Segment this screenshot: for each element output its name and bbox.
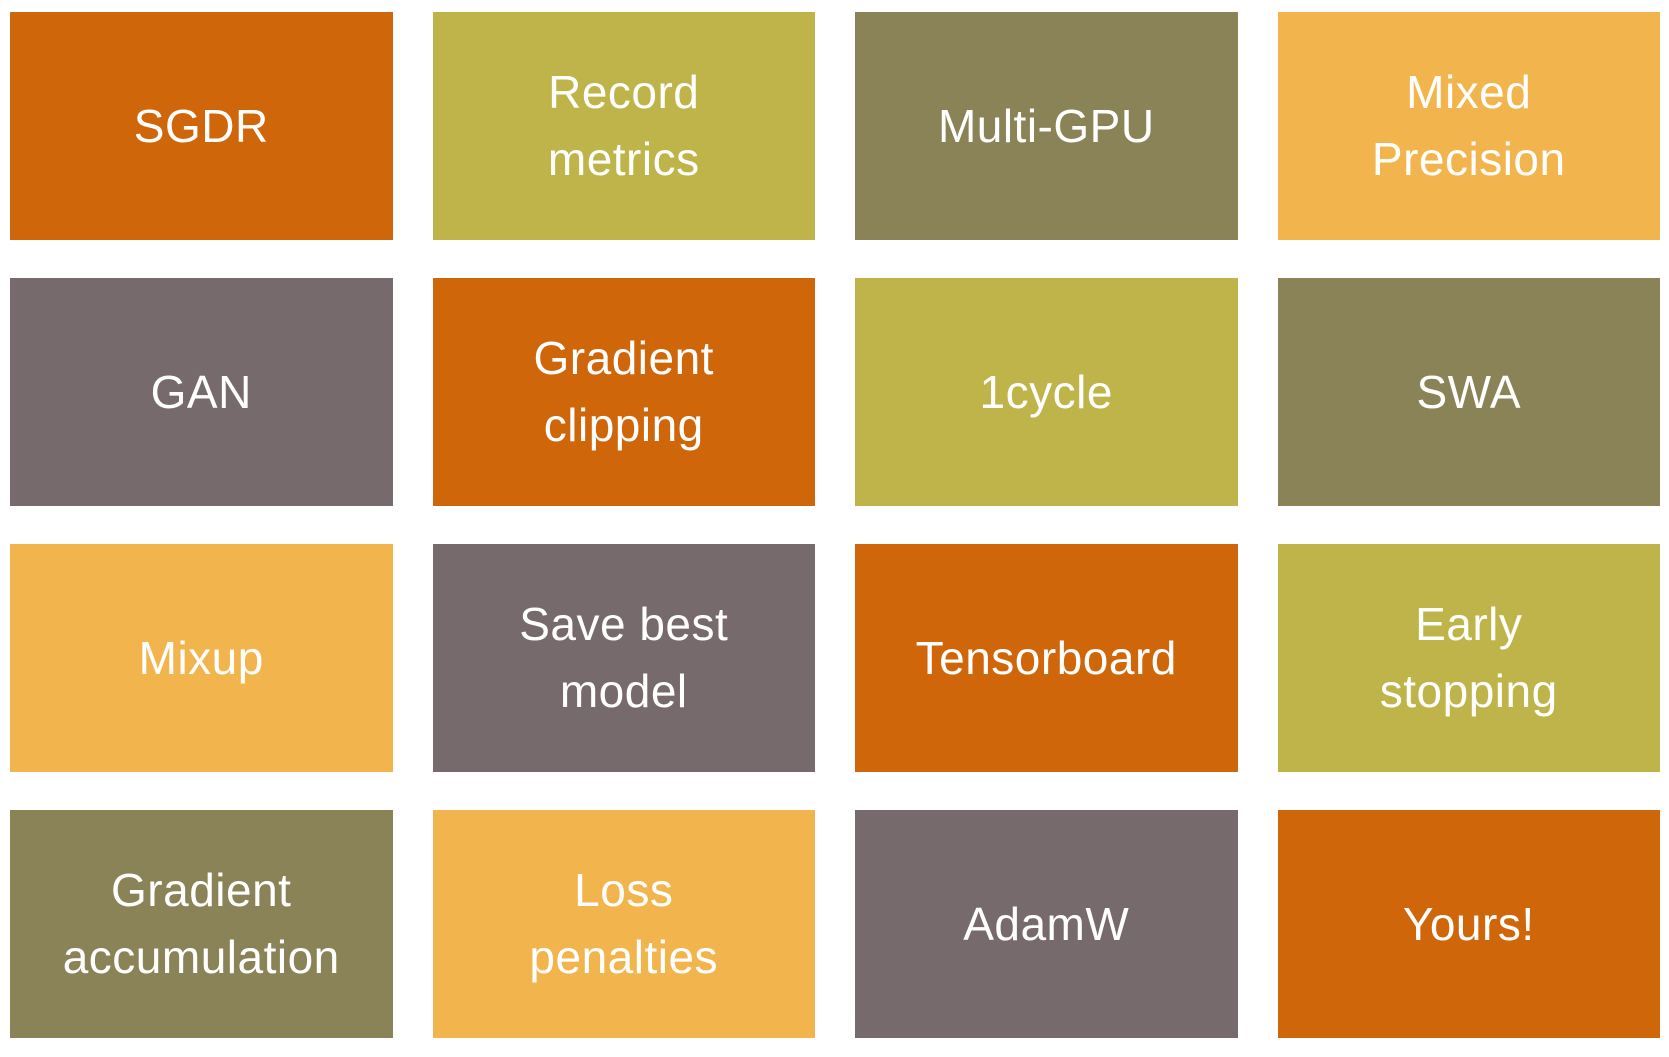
tile-label-gradient-clipping: Gradient clipping	[533, 332, 714, 451]
tile-save-best-model: Save best model	[432, 544, 815, 772]
tile-record-metrics: Record metrics	[432, 12, 815, 240]
tile-label-mixup: Mixup	[138, 631, 264, 684]
tile-label-multi-gpu: Multi-GPU	[937, 99, 1155, 152]
tile-tensorboard: Tensorboard	[855, 544, 1238, 772]
tile-label-yours: Yours!	[1402, 897, 1535, 950]
tile-gan: GAN	[10, 278, 393, 506]
tile-gradient-accumulation: Gradient accumulation	[10, 810, 393, 1038]
tile-1cycle: 1cycle	[855, 278, 1238, 506]
tile-multi-gpu: Multi-GPU	[855, 12, 1238, 240]
tile-label-sgdr: SGDR	[133, 99, 269, 152]
tile-label-swa: SWA	[1416, 365, 1522, 418]
tile-label-mixed-precision: Mixed Precision	[1371, 66, 1566, 185]
tile-early-stopping: Early stopping	[1277, 544, 1660, 772]
tile-yours: Yours!	[1277, 810, 1660, 1038]
tile-label-early-stopping: Early stopping	[1379, 598, 1558, 717]
tile-label-1cycle: 1cycle	[979, 365, 1113, 418]
tile-label-loss-penalties: Loss penalties	[529, 864, 719, 983]
tile-sgdr: SGDR	[10, 12, 393, 240]
tile-mixed-precision: Mixed Precision	[1277, 12, 1660, 240]
tile-swa: SWA	[1277, 278, 1660, 506]
tile-label-adamw: AdamW	[963, 897, 1130, 950]
tile-label-tensorboard: Tensorboard	[915, 631, 1177, 684]
tile-label-gradient-accumulation: Gradient accumulation	[62, 864, 340, 983]
tile-label-record-metrics: Record metrics	[547, 66, 700, 185]
tile-label-gan: GAN	[150, 365, 252, 418]
tile-mixup: Mixup	[10, 544, 393, 772]
tile-loss-penalties: Loss penalties	[432, 810, 815, 1038]
tile-label-save-best-model: Save best model	[519, 598, 729, 717]
tile-adamw: AdamW	[855, 810, 1238, 1038]
tile-gradient-clipping: Gradient clipping	[432, 278, 815, 506]
